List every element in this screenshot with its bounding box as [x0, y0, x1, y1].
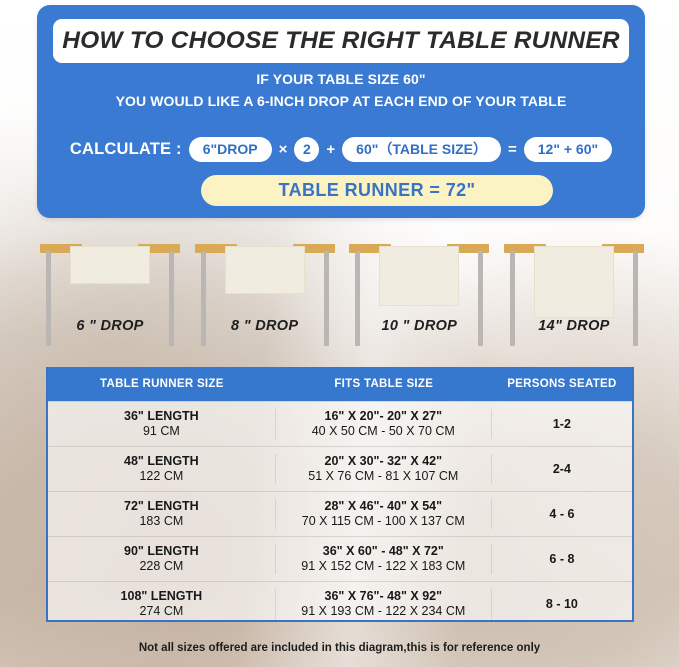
- subtitle-line-2: YOU WOULD LIKE A 6-INCH DROP AT EACH END…: [115, 93, 567, 109]
- table-leg-left: [355, 251, 361, 346]
- column-header-persons-seated: PERSONS SEATED: [507, 378, 617, 390]
- footnote-text: Not all sizes offered are included in th…: [138, 642, 541, 654]
- drop-label: 10 " DROP: [381, 318, 458, 334]
- page-title: HOW TO CHOOSE THE RIGHT TABLE RUNNER: [62, 27, 620, 54]
- drop-illustration-14: 14" DROP: [500, 236, 648, 346]
- fits-inches: 36" X 60" - 48" X 72": [322, 544, 444, 558]
- table-row: 108" LENGTH 274 CM 36" X 76"- 48" X 92" …: [48, 581, 632, 626]
- tabletop-left: [349, 244, 392, 253]
- equals-operator: =: [508, 140, 517, 158]
- table-leg-left: [46, 251, 51, 346]
- fits-cm: 40 X 50 CM - 50 X 70 CM: [311, 424, 455, 438]
- runner-size-inches: 90" LENGTH: [124, 544, 199, 558]
- runner-size-cm: 91 CM: [142, 424, 180, 438]
- drop-label: 6 " DROP: [76, 318, 144, 334]
- fits-inches: 28" X 46"- 40" X 54": [324, 499, 443, 513]
- table-size-pill: 60"（TABLE SIZE）: [342, 136, 501, 162]
- tabletop-left: [40, 244, 82, 253]
- runner-size-cm: 228 CM: [139, 559, 184, 573]
- drop-illustrations: 6 " DROP 8 " DROP 10 " DROP 14" DROP: [36, 236, 648, 346]
- table-row: 72" LENGTH 183 CM 28" X 46"- 40" X 54" 7…: [48, 491, 632, 536]
- tabletop-left: [194, 244, 237, 253]
- table-row: 48" LENGTH 122 CM 20" X 30"- 32" X 42" 5…: [48, 446, 632, 491]
- runner-size-inches: 36" LENGTH: [124, 409, 199, 423]
- tabletop-left: [503, 244, 546, 253]
- runner-size-inches: 72" LENGTH: [124, 499, 199, 513]
- cell-fits-table-size: 36" X 60" - 48" X 72" 91 X 152 CM - 122 …: [276, 544, 492, 574]
- column-header-runner-size: TABLE RUNNER SIZE: [100, 378, 224, 390]
- runner-size-inches: 48" LENGTH: [124, 454, 199, 468]
- drop-illustration-10: 10 " DROP: [345, 236, 493, 346]
- calculate-label: CALCULATE :: [69, 139, 182, 158]
- cell-runner-size: 72" LENGTH 183 CM: [48, 499, 276, 529]
- table-leg-left: [200, 251, 206, 346]
- runner-size-inches: 108" LENGTH: [120, 589, 203, 603]
- cell-persons-seated: 1-2: [552, 417, 571, 431]
- cell-persons-seated: 6 - 8: [549, 552, 575, 566]
- tabletop-right: [138, 244, 180, 253]
- table-leg-left: [509, 251, 515, 346]
- runner-cloth: [379, 246, 460, 306]
- table-row: 36" LENGTH 91 CM 16" X 20"- 20" X 27" 40…: [48, 401, 632, 446]
- cell-runner-size: 90" LENGTH 228 CM: [48, 544, 276, 574]
- drop-value-pill: 6"DROP: [188, 136, 272, 162]
- fits-cm: 70 X 115 CM - 100 X 137 CM: [301, 514, 465, 528]
- drop-label: 8 " DROP: [231, 318, 299, 334]
- subtitle-line-1: IF YOUR TABLE SIZE 60": [256, 71, 426, 87]
- cell-runner-size: 48" LENGTH 122 CM: [48, 454, 276, 484]
- column-header-fits-table-size: FITS TABLE SIZE: [334, 378, 434, 390]
- runner-size-cm: 122 CM: [139, 469, 184, 483]
- drop-label: 14" DROP: [538, 318, 610, 334]
- runner-cloth: [533, 246, 614, 318]
- cell-fits-table-size: 36" X 76"- 48" X 92" 91 X 193 CM - 122 X…: [276, 589, 492, 619]
- runner-cloth: [224, 246, 305, 294]
- table-leg-right: [478, 251, 484, 346]
- cell-persons-seated: 8 - 10: [545, 597, 578, 611]
- cell-fits-table-size: 28" X 46"- 40" X 54" 70 X 115 CM - 100 X…: [276, 499, 492, 529]
- table-runner-total-pill: TABLE RUNNER = 72": [201, 175, 553, 206]
- fits-cm: 91 X 193 CM - 122 X 234 CM: [301, 604, 466, 618]
- header-panel: HOW TO CHOOSE THE RIGHT TABLE RUNNER IF …: [37, 5, 645, 218]
- table-leg-right: [632, 251, 638, 346]
- cell-runner-size: 36" LENGTH 91 CM: [48, 409, 276, 439]
- fits-inches: 16" X 20"- 20" X 27": [324, 409, 443, 423]
- runner-size-cm: 183 CM: [139, 514, 184, 528]
- tabletop-right: [447, 244, 490, 253]
- cell-persons-seated: 4 - 6: [549, 507, 575, 521]
- title-plate: HOW TO CHOOSE THE RIGHT TABLE RUNNER: [53, 19, 629, 63]
- table-leg-right: [169, 251, 174, 346]
- fits-inches: 20" X 30"- 32" X 42": [324, 454, 443, 468]
- result-pill: 12" + 60": [523, 136, 613, 162]
- runner-size-cm: 274 CM: [139, 604, 184, 618]
- multiplier-pill: 2: [294, 136, 320, 162]
- table-leg-right: [323, 251, 329, 346]
- plus-operator: +: [326, 140, 336, 158]
- multiply-operator: ×: [278, 140, 288, 158]
- drop-illustration-8: 8 " DROP: [191, 236, 339, 346]
- fits-inches: 36" X 76"- 48" X 92": [324, 589, 443, 603]
- runner-cloth: [70, 246, 150, 284]
- size-chart-table: TABLE RUNNER SIZE FITS TABLE SIZE PERSON…: [46, 367, 634, 622]
- fits-cm: 91 X 152 CM - 122 X 183 CM: [301, 559, 466, 573]
- cell-fits-table-size: 16" X 20"- 20" X 27" 40 X 50 CM - 50 X 7…: [276, 409, 492, 439]
- table-header-row: TABLE RUNNER SIZE FITS TABLE SIZE PERSON…: [48, 367, 632, 401]
- tabletop-right: [601, 244, 644, 253]
- cell-persons-seated: 2-4: [552, 462, 571, 476]
- table-row: 90" LENGTH 228 CM 36" X 60" - 48" X 72" …: [48, 536, 632, 581]
- drop-illustration-6: 6 " DROP: [36, 236, 184, 346]
- fits-cm: 51 X 76 CM - 81 X 107 CM: [308, 469, 459, 483]
- tabletop-right: [292, 244, 335, 253]
- cell-runner-size: 108" LENGTH 274 CM: [48, 589, 276, 619]
- calculation-row: CALCULATE : 6"DROP × 2 + 60"（TABLE SIZE）…: [37, 135, 645, 163]
- cell-fits-table-size: 20" X 30"- 32" X 42" 51 X 76 CM - 81 X 1…: [276, 454, 492, 484]
